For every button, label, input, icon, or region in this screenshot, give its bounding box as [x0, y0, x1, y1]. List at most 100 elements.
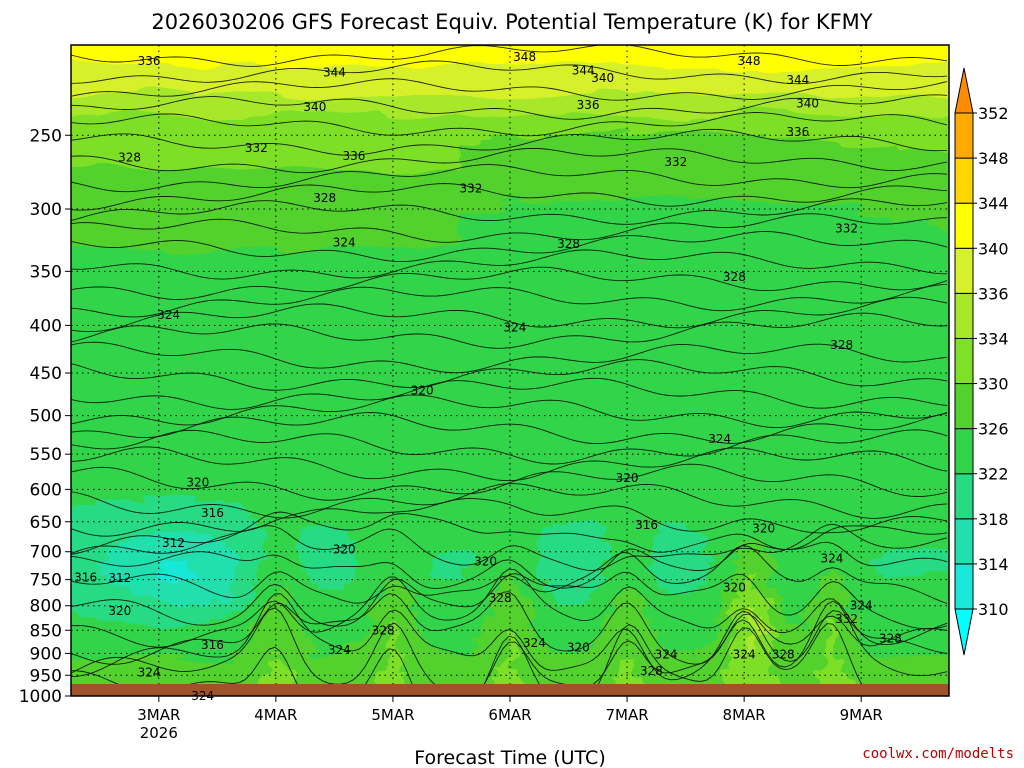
field-cell	[427, 35, 436, 41]
field-cell	[67, 35, 76, 41]
field-cell	[163, 70, 172, 76]
field-cell	[163, 105, 172, 111]
field-cell	[923, 235, 932, 241]
field-cell	[835, 90, 844, 96]
field-cell	[299, 220, 308, 226]
field-cell	[875, 195, 884, 201]
field-cell	[587, 175, 596, 181]
field-cell	[475, 85, 484, 91]
field-cell	[235, 215, 244, 221]
field-cell	[915, 25, 924, 31]
field-cell	[715, 215, 724, 221]
field-cell	[643, 180, 652, 186]
field-cell	[643, 190, 652, 196]
field-cell	[611, 35, 620, 41]
field-cell	[555, 35, 564, 41]
field-cell	[347, 65, 356, 71]
field-cell	[355, 140, 364, 146]
field-cell	[323, 55, 332, 61]
field-cell	[75, 30, 84, 36]
field-cell	[915, 105, 924, 111]
field-cell	[91, 175, 100, 181]
field-cell	[755, 165, 764, 171]
field-cell	[443, 200, 452, 206]
field-cell	[491, 120, 500, 126]
field-cell	[123, 170, 132, 176]
field-cell	[491, 70, 500, 76]
field-cell	[507, 95, 516, 101]
field-cell	[387, 35, 396, 41]
field-cell	[595, 195, 604, 201]
field-cell	[715, 60, 724, 66]
field-cell	[939, 30, 948, 36]
field-cell	[267, 160, 276, 166]
field-cell	[235, 240, 244, 246]
field-cell	[923, 95, 932, 101]
field-cell	[523, 85, 532, 91]
field-cell	[907, 200, 916, 206]
field-cell	[211, 195, 220, 201]
field-cell	[315, 80, 324, 86]
field-cell	[243, 110, 252, 116]
field-cell	[451, 135, 460, 141]
field-cell	[723, 105, 732, 111]
field-cell	[907, 125, 916, 131]
field-cell	[99, 70, 108, 76]
field-cell	[803, 230, 812, 236]
field-cell	[459, 65, 468, 71]
field-cell	[835, 200, 844, 206]
field-cell	[755, 70, 764, 76]
field-cell	[635, 140, 644, 146]
field-cell	[331, 115, 340, 121]
field-cell	[859, 120, 868, 126]
field-cell	[923, 210, 932, 216]
field-cell	[907, 235, 916, 241]
field-cell	[283, 45, 292, 51]
field-cell	[811, 150, 820, 156]
field-cell	[115, 230, 124, 236]
field-cell	[851, 105, 860, 111]
field-cell	[659, 120, 668, 126]
field-cell	[475, 100, 484, 106]
field-cell	[371, 105, 380, 111]
field-cell	[715, 170, 724, 176]
field-cell	[851, 110, 860, 116]
field-cell	[91, 145, 100, 151]
field-cell	[59, 25, 68, 31]
field-cell	[243, 60, 252, 66]
field-cell	[283, 190, 292, 196]
field-cell	[331, 175, 340, 181]
field-cell	[411, 135, 420, 141]
field-cell	[771, 180, 780, 186]
field-cell	[819, 170, 828, 176]
field-cell	[659, 45, 668, 51]
field-cell	[867, 175, 876, 181]
field-cell	[99, 200, 108, 206]
field-cell	[211, 65, 220, 71]
field-cell	[499, 70, 508, 76]
field-cell	[483, 115, 492, 121]
field-cell	[131, 70, 140, 76]
field-cell	[363, 240, 372, 246]
field-cell	[795, 50, 804, 56]
field-cell	[811, 190, 820, 196]
field-cell	[523, 225, 532, 231]
field-cell	[259, 60, 268, 66]
field-cell	[179, 215, 188, 221]
field-cell	[507, 235, 516, 241]
field-cell	[411, 115, 420, 121]
field-cell	[563, 85, 572, 91]
field-cell	[827, 145, 836, 151]
field-cell	[779, 105, 788, 111]
field-cell	[627, 50, 636, 56]
field-cell	[739, 165, 748, 171]
field-cell	[171, 145, 180, 151]
field-cell	[555, 205, 564, 211]
field-cell	[779, 155, 788, 161]
field-cell	[627, 160, 636, 166]
field-cell	[115, 235, 124, 241]
field-cell	[891, 180, 900, 186]
field-cell	[803, 225, 812, 231]
field-cell	[227, 140, 236, 146]
field-cell	[355, 100, 364, 106]
